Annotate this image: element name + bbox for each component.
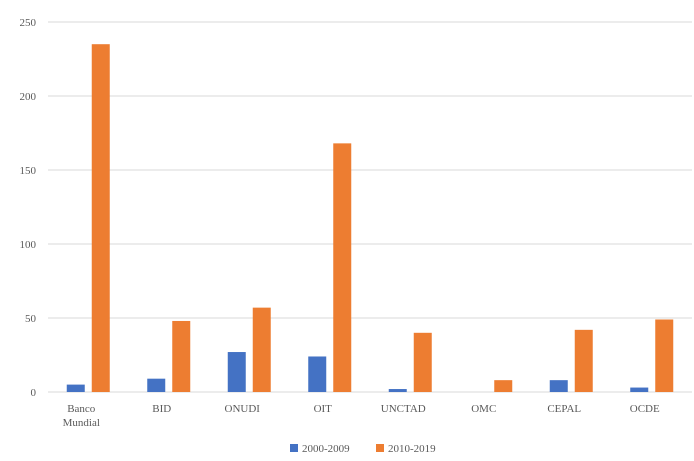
bar-2010-2019-3 (333, 143, 352, 392)
category-label: CEPAL (547, 403, 581, 415)
legend-label: 2000-2009 (302, 443, 350, 455)
legend-swatch (290, 444, 298, 452)
bar-2010-2019-6 (574, 329, 593, 392)
bar-2000-2009-2 (227, 352, 246, 392)
y-tick-label: 100 (20, 239, 37, 251)
y-tick-label: 0 (31, 387, 37, 399)
y-tick-label: 250 (20, 17, 37, 29)
legend: 2000-2009 2010-2019 (290, 443, 436, 455)
y-tick-label: 200 (20, 91, 37, 103)
bar-2000-2009-6 (549, 380, 568, 392)
bar-2000-2009-7 (630, 387, 649, 392)
bar-2010-2019-2 (252, 307, 271, 392)
bar-2010-2019-1 (172, 320, 191, 392)
bar-2010-2019-5 (494, 380, 513, 392)
category-label: OIT (314, 403, 333, 415)
bar-2010-2019-4 (413, 332, 432, 392)
y-tick-label: 50 (25, 313, 37, 325)
category-label: UNCTAD (381, 403, 426, 415)
bar-2010-2019-7 (655, 319, 674, 392)
gridlines (48, 21, 692, 393)
category-label: OMC (471, 403, 496, 415)
y-tick-label: 150 (20, 165, 37, 177)
category-label: Banco (67, 403, 96, 415)
y-axis-ticks: 0 50 100 150 200 250 (20, 17, 37, 399)
bar-2000-2009-1 (147, 378, 166, 392)
legend-swatch (376, 444, 384, 452)
bar-2000-2009-4 (388, 389, 407, 392)
category-label: Mundial (63, 417, 100, 429)
x-axis-labels: Banco Mundial BID ONUDI OIT UNCTAD OMC CEPAL OCD… (63, 403, 660, 429)
bar-2010-2019-0 (91, 44, 110, 392)
bar-2000-2009-0 (66, 384, 85, 392)
category-label: BID (152, 403, 171, 415)
bars (66, 44, 674, 392)
category-label: ONUDI (225, 403, 261, 415)
legend-label: 2010-2019 (388, 443, 436, 455)
category-label: OCDE (630, 403, 660, 415)
bar-2000-2009-3 (308, 356, 327, 392)
